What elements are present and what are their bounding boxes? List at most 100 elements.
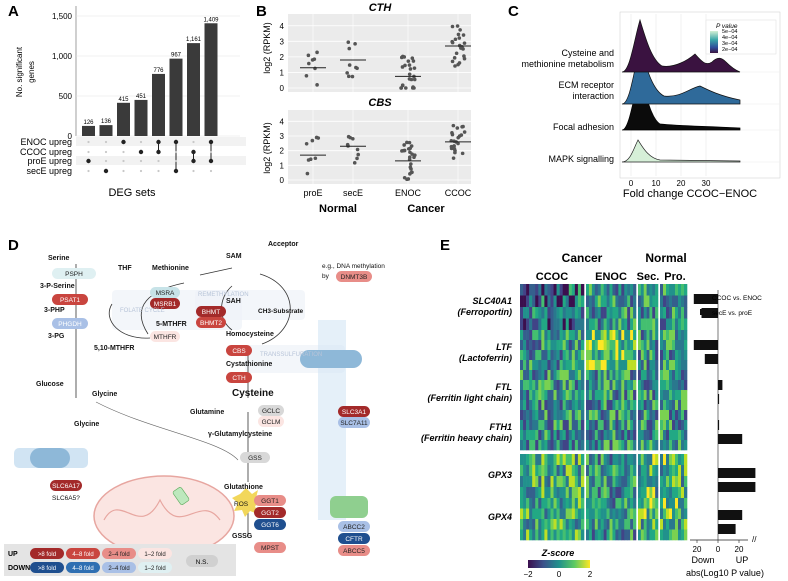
heatmap-cell: [678, 350, 682, 361]
heatmap-cell: [627, 380, 631, 391]
heatmap-cell: [640, 529, 645, 541]
heatmap-cell: [624, 340, 628, 351]
pbar-tick: 20: [735, 545, 744, 554]
heatmap-cell: [618, 430, 622, 441]
dot-group-label: ENOC: [395, 188, 422, 198]
heatmap-cell: [597, 330, 602, 341]
heatmap-cell: [681, 529, 685, 541]
heatmap-cell: [550, 370, 554, 381]
heatmap-cell: [663, 350, 667, 361]
dot-point: [462, 41, 467, 45]
dot-ytick: 0: [280, 176, 285, 185]
heatmap-cell: [640, 380, 645, 391]
heatmap-cell: [684, 487, 688, 499]
heatmap-cell: [660, 307, 664, 319]
heatmap-cell: [678, 498, 682, 509]
heatmap-cell: [669, 360, 673, 371]
heatmap-cell: [684, 430, 688, 441]
zscore-tick: 2: [588, 570, 593, 579]
heatmap-cell: [643, 390, 647, 401]
heatmap-cell: [600, 370, 604, 381]
heatmap-cell: [544, 318, 548, 331]
dot-point: [461, 33, 466, 37]
heatmap-cell: [660, 465, 664, 477]
heatmap-cell: [574, 487, 579, 499]
enzyme-label-psat1: PSAT1: [60, 297, 80, 304]
heatmap-cell: [562, 295, 567, 308]
heatmap-cell: [615, 370, 619, 381]
heatmap-cell: [663, 454, 667, 466]
heatmap-cell: [520, 440, 524, 451]
heatmap-cell: [553, 350, 557, 361]
heatmap-cell: [646, 340, 650, 351]
heatmap-cell: [553, 430, 557, 441]
heatmap-cell: [529, 519, 533, 530]
heatmap-cell: [678, 440, 682, 451]
heatmap-cell: [652, 295, 656, 308]
heatmap-cell: [529, 430, 533, 441]
legend-tick: 2e−04: [722, 47, 737, 53]
heatmap-cell: [550, 410, 554, 421]
enzyme-psph: [52, 268, 96, 279]
upset-row-label: proE upreg: [27, 156, 72, 166]
heatmap-cell: [547, 430, 551, 441]
heatmap-cell: [615, 360, 619, 371]
heatmap-cell: [672, 440, 676, 451]
heatmap-cell: [541, 487, 545, 499]
heatmap-cell: [612, 519, 616, 530]
heatmap-cell: [663, 430, 667, 441]
heatmap-cell: [571, 295, 576, 308]
heatmap-cell: [672, 430, 676, 441]
heatmap-cell: [606, 307, 610, 319]
heatmap-cell: [586, 487, 590, 499]
heatmap-cell: [606, 318, 610, 331]
heatmap-cell: [597, 370, 602, 381]
heatmap-cell: [603, 380, 607, 391]
heatmap-cell: [606, 350, 610, 361]
heatmap-cell: [640, 307, 645, 319]
heatmap-cell: [574, 284, 579, 296]
heatmap-cell: [591, 476, 596, 488]
heatmap-cell: [640, 508, 645, 520]
heatmap-cell: [646, 454, 650, 466]
heatmap-cell: [655, 330, 659, 341]
heatmap-cell: [594, 465, 599, 477]
bar-legend-1: CCOC vs. ENOC: [712, 295, 762, 302]
enzyme-slc6a17: [50, 480, 82, 491]
heatmap-cell: [627, 440, 631, 451]
heatmap-cell: [655, 307, 659, 319]
heatmap-cell: [618, 420, 622, 431]
heatmap-cell: [669, 370, 673, 381]
heatmap-cell: [681, 350, 685, 361]
heatmap-cell: [646, 330, 650, 341]
dot-point: [347, 46, 352, 51]
heatmap-cell: [556, 410, 560, 421]
heatmap-cell: [663, 380, 667, 391]
heatmap-cell: [538, 350, 542, 361]
heatmap-cell: [565, 284, 570, 296]
heatmap-cell: [643, 370, 647, 381]
heatmap-cell: [624, 430, 628, 441]
heatmap-cell: [562, 370, 567, 381]
heatmap-cell: [547, 318, 551, 331]
legend-label-dn12: 1–2 fold: [144, 566, 165, 572]
heatmap-cell: [675, 498, 679, 509]
heatmap-cell: [630, 498, 634, 509]
heatmap-cell: [544, 410, 548, 421]
heatmap-cell: [588, 430, 593, 441]
heatmap-cell: [591, 295, 596, 308]
heatmap-cell: [565, 529, 570, 541]
heatmap-cell: [643, 508, 647, 520]
heatmap-cell: [603, 307, 607, 319]
heatmap-cell: [538, 440, 542, 451]
heatmap-cell: [675, 380, 679, 391]
dot-point: [351, 136, 355, 141]
dot-point: [456, 135, 460, 140]
heatmap-cell: [678, 410, 682, 421]
heatmap-cell: [603, 284, 607, 296]
heatmap-cell: [535, 318, 539, 331]
heatmap-cell: [609, 295, 613, 308]
pathway-folate: FOLATE CYCLE: [120, 308, 165, 314]
heatmap-cell: [535, 295, 539, 308]
